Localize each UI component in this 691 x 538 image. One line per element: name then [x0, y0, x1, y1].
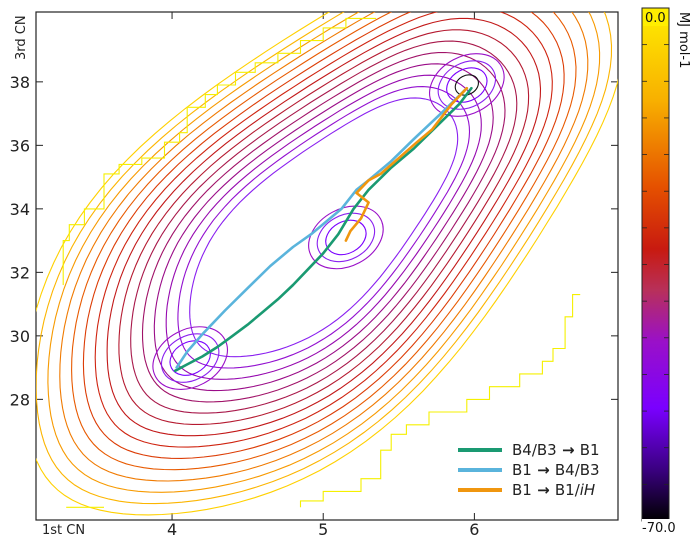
- contour-lines: [36, 12, 618, 516]
- colorbar-max-label: 0.0: [645, 11, 666, 26]
- contour-line: [189, 97, 459, 358]
- x-tick-label: 4: [167, 520, 177, 538]
- x-axis-label: 1st CN: [42, 523, 85, 538]
- x-tick-label: 6: [469, 520, 479, 538]
- y-tick-label: 32: [10, 263, 30, 282]
- contour-line: [153, 63, 494, 392]
- contour-line: [130, 40, 518, 414]
- plot-frame: [35, 11, 619, 521]
- colorbar-label: MJ mol-1: [676, 12, 691, 68]
- basin-contour: [169, 340, 211, 376]
- contour-line: [36, 12, 613, 505]
- y-axis-label: 3rd CN: [14, 15, 29, 60]
- boundary-line-left: [62, 17, 377, 285]
- contour-line: [94, 12, 553, 448]
- contour-line: [36, 12, 618, 516]
- boundary-line-right: [299, 294, 581, 508]
- basin-contour: [316, 212, 376, 263]
- contour-line: [106, 17, 542, 437]
- basin-contour: [437, 60, 497, 110]
- colorbar-ticks: [642, 44, 669, 485]
- contour-line: [177, 86, 471, 369]
- legend-label: B1 → B4/B3: [512, 461, 600, 479]
- contour-line: [59, 12, 589, 482]
- basin-contour: [152, 326, 228, 390]
- pathway-lines: [173, 86, 473, 373]
- basin-contour: [446, 67, 488, 103]
- contour-line: [82, 12, 565, 459]
- contour-line: [47, 12, 601, 493]
- contour-line: [71, 12, 577, 471]
- basin-contour: [308, 205, 384, 270]
- legend-label: B1 → B1/iH: [512, 481, 595, 499]
- contour-line: [118, 29, 530, 425]
- colorbar-min-label-box: [642, 519, 674, 534]
- y-tick-label: 38: [10, 73, 30, 92]
- x-tick-label: 5: [318, 520, 328, 538]
- colorbar-min-label: -70.0: [642, 521, 676, 536]
- basin-contour: [161, 333, 220, 383]
- series-line-3: [344, 86, 469, 242]
- series-line-2: [175, 86, 469, 369]
- basin-contour: [454, 74, 479, 96]
- legend: B4/B3 → B1 B1 → B4/B3 B1 → B1/iH: [458, 441, 600, 499]
- contour-line: [141, 51, 506, 403]
- legend-label: B4/B3 → B1: [512, 441, 600, 459]
- series-line-1: [173, 86, 473, 373]
- y-tick-label: 30: [10, 327, 30, 346]
- boundary-lines: [62, 17, 581, 508]
- y-tick-label: 36: [10, 136, 30, 155]
- y-tick-label: 34: [10, 200, 30, 219]
- basin-contour: [429, 53, 505, 117]
- y-tick-label: 28: [10, 390, 30, 409]
- axis-ticks: 4 5 6 28 30 32 34 36 38: [10, 12, 618, 538]
- colorbar-max-label-box: [643, 9, 668, 26]
